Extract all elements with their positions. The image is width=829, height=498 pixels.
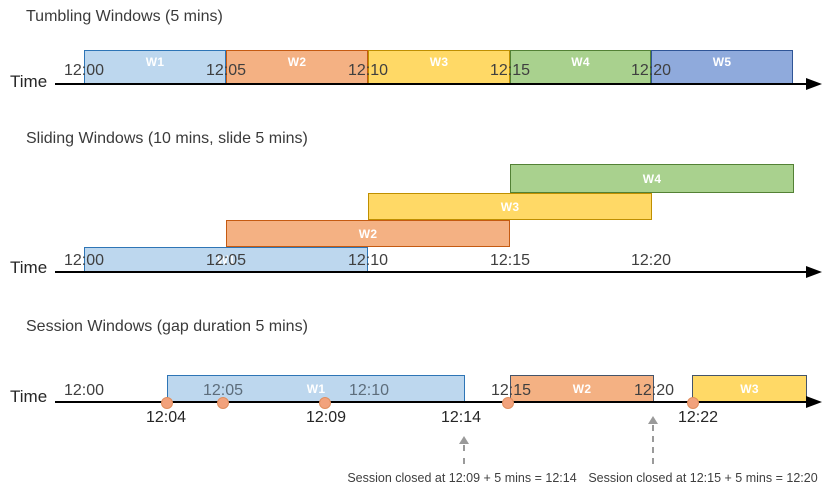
tick-label: 12:00 (63, 382, 105, 399)
session-axis-arrowhead-icon (806, 396, 822, 408)
tumbling-window-w1: W1 (84, 50, 226, 84)
session-time-axis-label: Time (10, 387, 48, 406)
window-label: W4 (571, 55, 590, 69)
window-label: W1 (145, 55, 165, 69)
tumbling-window-w4: W4 (510, 50, 651, 84)
window-label: W2 (287, 55, 307, 69)
tumbling-section-title: Tumbling Windows (5 mins) (26, 8, 223, 25)
sliding-window-w1: W1 (84, 247, 368, 273)
window-label: W3 (500, 199, 520, 214)
event-time-label: 12:22 (677, 409, 719, 426)
tumbling-time-axis-label: Time (10, 72, 48, 91)
session-closed-annotation: Session closed at 12:09 + 5 mins = 12:14 (347, 471, 577, 485)
tick-label: 12:00 (63, 252, 105, 269)
tick-label: 12:10 (347, 252, 389, 269)
tumbling-axis-arrowhead-icon (806, 78, 822, 90)
up-arrow-icon (459, 436, 469, 444)
window-label: W4 (642, 171, 662, 186)
sliding-window-w4: W4 (510, 164, 794, 193)
event-time-label: 12:04 (145, 409, 187, 426)
tick-label: 12:10 (347, 62, 389, 79)
event-time-label: 12:09 (305, 409, 347, 426)
tick-label: 12:15 (489, 62, 531, 79)
window-label: W5 (712, 55, 732, 69)
tumbling-time-axis (55, 83, 808, 85)
event-dot (319, 397, 331, 409)
window-label: W1 (306, 382, 326, 396)
tick-label: 12:20 (633, 382, 675, 399)
up-arrow-icon (648, 416, 658, 424)
event-dot (687, 397, 699, 409)
session-window-w2: W2 (510, 375, 654, 403)
event-time-label: 12:14 (440, 409, 482, 426)
session-section-title: Session Windows (gap duration 5 mins) (26, 318, 308, 335)
event-dot (502, 397, 514, 409)
tick-label: 12:05 (205, 62, 247, 79)
tick-label: 12:15 (489, 252, 531, 269)
sliding-window-w3: W3 (368, 193, 652, 220)
window-label: W2 (572, 382, 592, 396)
tick-label: 12:20 (630, 62, 672, 79)
tick-label: 12:10 (348, 382, 390, 399)
tumbling-window-w2: W2 (226, 50, 368, 84)
window-label: W1 (216, 253, 236, 267)
sliding-axis-arrowhead-icon (806, 266, 822, 278)
sliding-window-w2: W2 (226, 220, 510, 247)
tumbling-window-w5: W5 (651, 50, 793, 84)
tick-label: 12:05 (205, 252, 247, 269)
session-time-axis (55, 401, 808, 403)
sliding-section-title: Sliding Windows (10 mins, slide 5 mins) (26, 130, 308, 147)
event-dot (161, 397, 173, 409)
tick-label: 12:15 (490, 382, 532, 399)
sliding-time-axis (55, 271, 808, 273)
tumbling-window-w3: W3 (368, 50, 510, 84)
dashed-annotation-line (652, 425, 654, 464)
window-label: W3 (429, 55, 449, 69)
window-label: W3 (740, 382, 759, 396)
session-closed-annotation: Session closed at 12:15 + 5 mins = 12:20 (588, 471, 818, 485)
tick-label: 12:20 (630, 252, 672, 269)
session-window-w3: W3 (692, 375, 807, 403)
dashed-annotation-line (463, 445, 465, 464)
tick-label: 12:05 (202, 382, 244, 399)
tick-label: 12:00 (63, 62, 105, 79)
event-dot (217, 397, 229, 409)
window-label: W2 (358, 226, 378, 241)
sliding-time-axis-label: Time (10, 258, 48, 277)
